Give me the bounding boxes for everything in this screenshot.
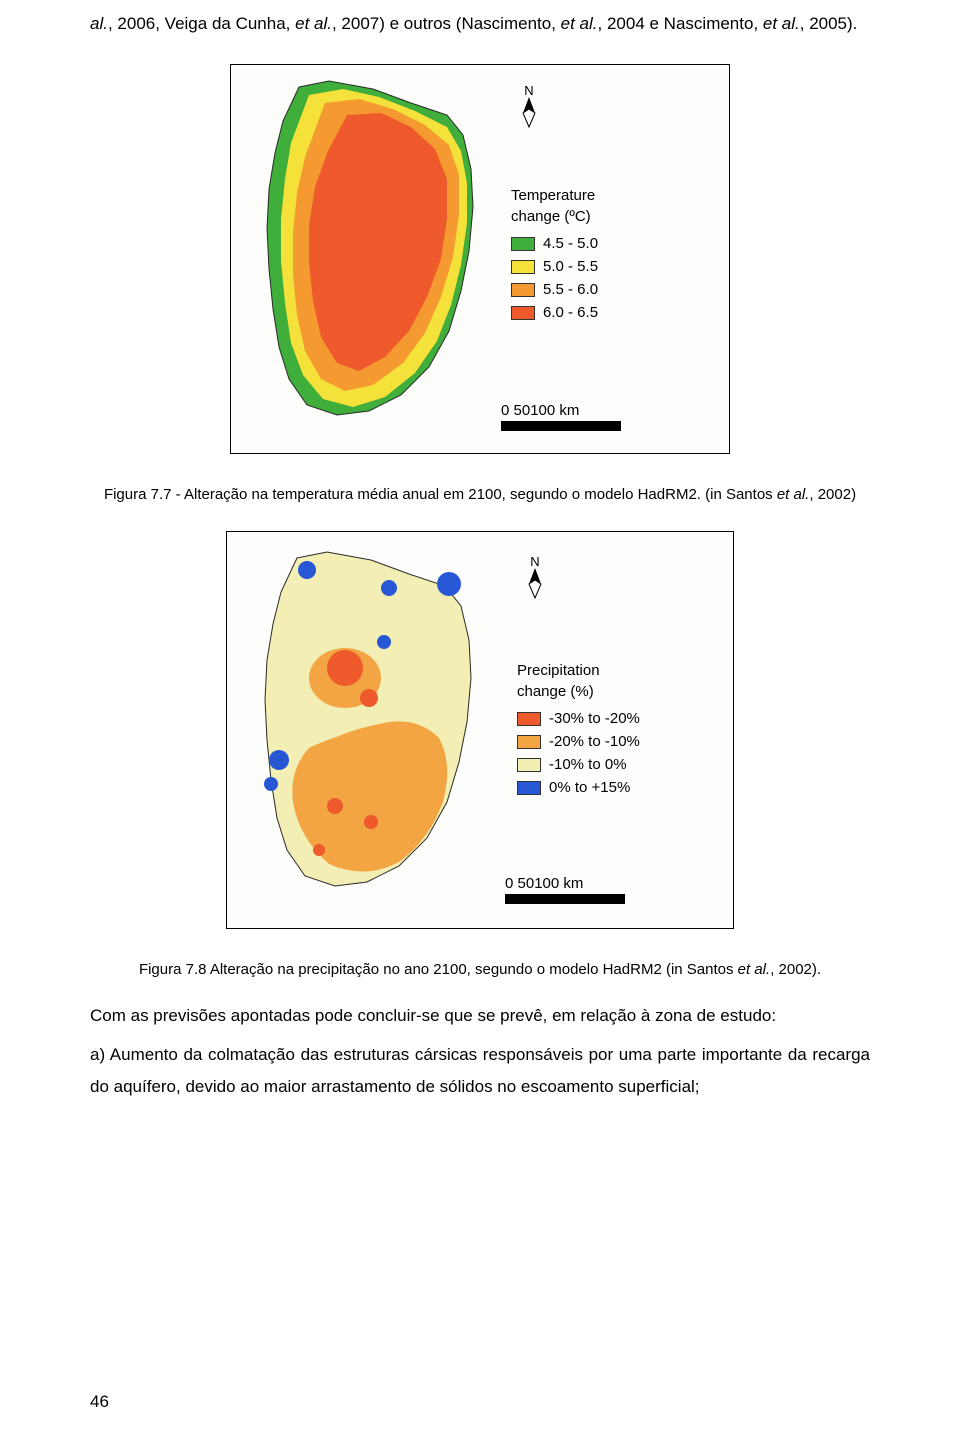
- scale-label: 0 50100 km: [501, 402, 579, 419]
- legend-title-l2: change (ºC): [511, 208, 591, 225]
- legend-temperature: Temperature change (ºC) 4.5 - 5.05.0 - 5…: [511, 185, 598, 325]
- legend-title-l2: change (%): [517, 683, 594, 700]
- map-portugal-precipitation: [249, 550, 479, 890]
- compass-icon: N: [511, 83, 547, 131]
- figure-7-8-caption: Figura 7.8 Alteração na precipitação no …: [90, 958, 870, 982]
- legend-swatch: [517, 712, 541, 726]
- legend-row: 0% to +15%: [517, 777, 640, 798]
- legend-swatch: [511, 237, 535, 251]
- legend-swatch: [517, 758, 541, 772]
- legend-swatch: [511, 260, 535, 274]
- legend-row: 5.0 - 5.5: [511, 256, 598, 277]
- legend-label: -10% to 0%: [549, 754, 627, 775]
- figure-7-7-frame: N Temperature change (ºC) 4.5 - 5.05.0 -…: [230, 64, 730, 454]
- map-portugal-temperature: [251, 79, 481, 419]
- legend-label: 5.5 - 6.0: [543, 279, 598, 300]
- intro-paragraph-1: al., 2006, Veiga da Cunha, et al., 2007)…: [90, 8, 870, 40]
- conclusion-p1: Com as previsões apontadas pode concluir…: [90, 1000, 870, 1032]
- scale-label: 0 50100 km: [505, 875, 583, 892]
- figure-7-8: N Precipitation change (%) -30% to -20%-…: [90, 531, 870, 934]
- legend-row: -30% to -20%: [517, 708, 640, 729]
- legend-label: -20% to -10%: [549, 731, 640, 752]
- compass-n-label: N: [524, 83, 533, 98]
- legend-title-l1: Temperature: [511, 187, 595, 204]
- legend-label: 5.0 - 5.5: [543, 256, 598, 277]
- legend-swatch: [517, 735, 541, 749]
- figure-7-7: N Temperature change (ºC) 4.5 - 5.05.0 -…: [90, 64, 870, 459]
- legend-row: -10% to 0%: [517, 754, 640, 775]
- scalebar-77: 0 50100 km: [501, 402, 621, 431]
- legend-precipitation: Precipitation change (%) -30% to -20%-20…: [517, 660, 640, 800]
- legend-swatch: [511, 283, 535, 297]
- legend-row: -20% to -10%: [517, 731, 640, 752]
- legend-title-l1: Precipitation: [517, 662, 600, 679]
- legend-swatch: [517, 781, 541, 795]
- legend-row: 5.5 - 6.0: [511, 279, 598, 300]
- scalebar-78: 0 50100 km: [505, 875, 625, 904]
- conclusion-p2: a) Aumento da colmatação das estruturas …: [90, 1039, 870, 1104]
- compass-n-label: N: [530, 554, 539, 569]
- legend-swatch: [511, 306, 535, 320]
- figure-7-7-caption: Figura 7.7 - Alteração na temperatura mé…: [90, 483, 870, 507]
- page-number: 46: [90, 1392, 109, 1412]
- legend-label: 0% to +15%: [549, 777, 630, 798]
- figure-7-8-frame: N Precipitation change (%) -30% to -20%-…: [226, 531, 734, 929]
- legend-label: 4.5 - 5.0: [543, 233, 598, 254]
- compass-icon: N: [517, 554, 553, 602]
- legend-row: 6.0 - 6.5: [511, 302, 598, 323]
- legend-row: 4.5 - 5.0: [511, 233, 598, 254]
- legend-label: -30% to -20%: [549, 708, 640, 729]
- legend-label: 6.0 - 6.5: [543, 302, 598, 323]
